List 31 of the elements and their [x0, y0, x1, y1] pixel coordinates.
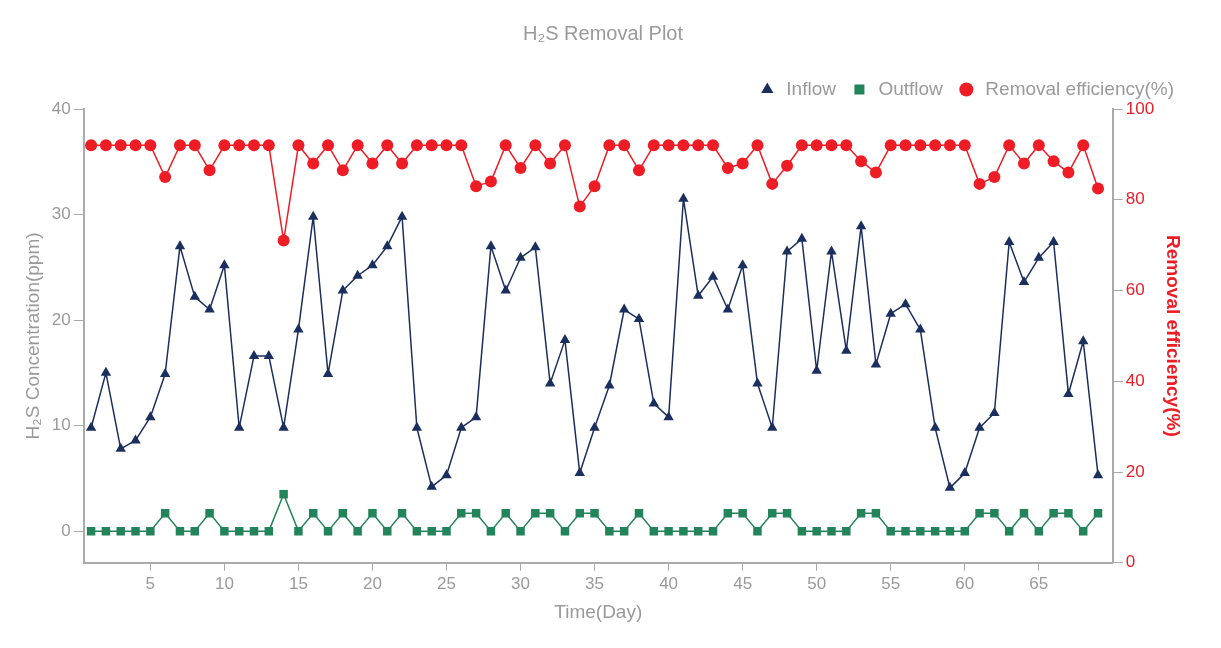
- y-tick-label: 40: [51, 98, 71, 118]
- chart-title: H₂S Removal Plot: [522, 21, 684, 44]
- legend-label: Removal efficiency(%): [985, 77, 1174, 99]
- y2-tick-label: 0: [1125, 552, 1136, 572]
- x-tick-label: 50: [807, 573, 827, 593]
- y2-axis-title: Removal efficiency(%): [1163, 235, 1185, 437]
- y-tick-label: 0: [61, 520, 71, 540]
- x-tick-label: 45: [733, 573, 753, 593]
- y2-tick-label: 60: [1125, 280, 1145, 300]
- x-tick-label: 15: [288, 573, 308, 593]
- x-tick-label: 20: [363, 573, 382, 593]
- x-tick-label: 10: [214, 573, 234, 593]
- x-tick-label: 60: [955, 573, 975, 593]
- x-tick-label: 65: [1029, 573, 1049, 593]
- x-tick-label: 55: [881, 573, 901, 593]
- x-tick-label: 5: [145, 573, 156, 593]
- x-tick-label: 30: [511, 573, 530, 593]
- y2-tick-label: 80: [1125, 189, 1145, 209]
- x-tick-label: 25: [437, 573, 456, 593]
- y2-tick-label: 40: [1125, 370, 1145, 390]
- y-tick-label: 10: [51, 415, 71, 435]
- x-tick-label: 40: [659, 573, 679, 593]
- x-axis-title: Time(Day): [554, 600, 643, 622]
- y-axis-title: H₂S Concentration(ppm): [21, 232, 43, 440]
- legend-label: Outflow: [878, 77, 944, 99]
- legend-label: Inflow: [786, 77, 837, 99]
- y-tick-label: 20: [51, 309, 71, 329]
- y2-tick-label: 20: [1125, 461, 1145, 481]
- x-tick-label: 35: [585, 573, 605, 593]
- y2-tick-label: 100: [1125, 98, 1155, 118]
- y-tick-label: 30: [51, 204, 71, 224]
